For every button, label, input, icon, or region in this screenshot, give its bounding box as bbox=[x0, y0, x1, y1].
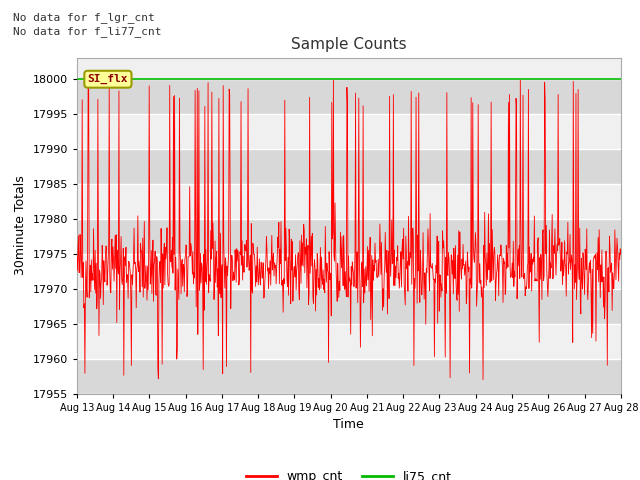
Legend: wmp_cnt, li75_cnt: wmp_cnt, li75_cnt bbox=[241, 465, 457, 480]
Bar bbox=[77, 79, 621, 114]
Text: No data for f_lgr_cnt: No data for f_lgr_cnt bbox=[13, 12, 154, 23]
Bar bbox=[77, 359, 621, 394]
Bar bbox=[77, 288, 621, 324]
Bar bbox=[77, 218, 621, 253]
Bar bbox=[77, 149, 621, 184]
Y-axis label: 30minute Totals: 30minute Totals bbox=[14, 176, 27, 276]
X-axis label: Time: Time bbox=[333, 418, 364, 431]
Title: Sample Counts: Sample Counts bbox=[291, 37, 406, 52]
Text: No data for f_li77_cnt: No data for f_li77_cnt bbox=[13, 26, 161, 37]
Text: SI_flx: SI_flx bbox=[88, 74, 128, 84]
